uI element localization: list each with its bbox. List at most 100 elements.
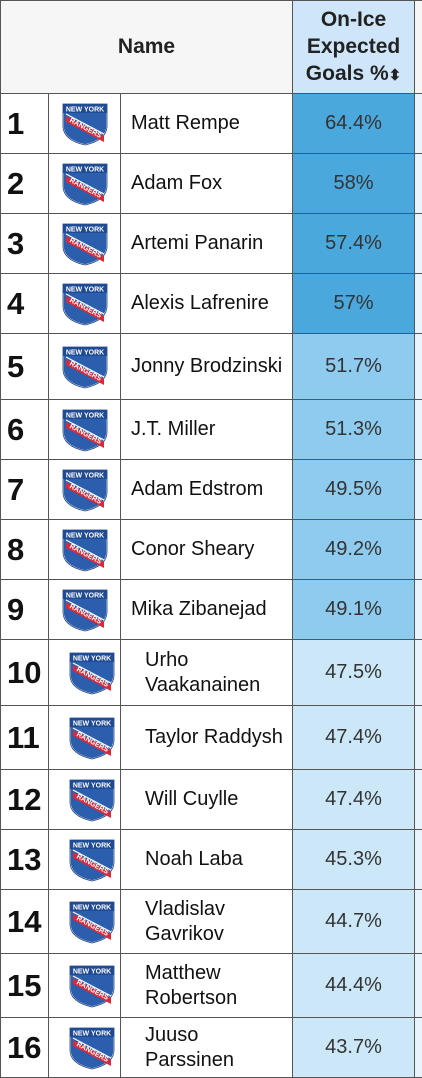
next-column-cell	[415, 334, 422, 400]
rank-cell: 14	[1, 890, 49, 954]
logo-top-text: NEW YORK	[65, 286, 103, 293]
xg-percent-column-header[interactable]: On-Ice Expected Goals %⬍	[293, 1, 415, 94]
name-column-header[interactable]: Name	[1, 1, 293, 94]
rank-cell: 15	[1, 954, 49, 1018]
next-column-cell	[415, 830, 422, 890]
player-name-cell[interactable]: Taylor Raddysh	[121, 706, 293, 770]
name-header-label: Name	[118, 35, 175, 58]
rank-cell: 9	[1, 580, 49, 640]
rank-cell: 4	[1, 274, 49, 334]
xg-percent-cell: 64.4%	[293, 94, 415, 154]
xg-percent-cell: 47.4%	[293, 770, 415, 830]
rank-cell: 11	[1, 706, 49, 770]
next-column-cell	[415, 954, 422, 1018]
logo-top-text: NEW YORK	[72, 655, 110, 662]
logo-top-text: NEW YORK	[72, 842, 110, 849]
player-name-cell[interactable]: Juuso Parssinen	[121, 1018, 293, 1078]
rank-cell: 12	[1, 770, 49, 830]
next-column-header[interactable]	[415, 1, 422, 94]
player-name-cell[interactable]: Noah Laba	[121, 830, 293, 890]
header-row: Name On-Ice Expected Goals %⬍	[1, 1, 422, 94]
xg-percent-cell: 45.3%	[293, 830, 415, 890]
logo-top-text: NEW YORK	[72, 720, 110, 727]
rank-cell: 1	[1, 94, 49, 154]
next-column-cell	[415, 94, 422, 154]
rank-cell: 5	[1, 334, 49, 400]
logo-top-text: NEW YORK	[65, 532, 103, 539]
player-name-cell[interactable]: Matt Rempe	[121, 94, 293, 154]
player-name-cell[interactable]: Vladislav Gavrikov	[121, 890, 293, 954]
rank-cell: 7	[1, 460, 49, 520]
next-column-cell	[415, 706, 422, 770]
next-column-cell	[415, 640, 422, 706]
logo-top-text: NEW YORK	[65, 472, 103, 479]
player-name-cell[interactable]: Will Cuylle	[121, 770, 293, 830]
rank-cell: 16	[1, 1018, 49, 1078]
next-column-cell	[415, 890, 422, 954]
logo-top-text: NEW YORK	[65, 412, 103, 419]
player-name-cell[interactable]: Jonny Brodzinski	[121, 334, 293, 400]
logo-top-text: NEW YORK	[72, 968, 110, 975]
player-name-cell[interactable]: Matthew Robertson	[121, 954, 293, 1018]
logo-top-text: NEW YORK	[65, 166, 103, 173]
xg-percent-cell: 51.3%	[293, 400, 415, 460]
logo-top-text: NEW YORK	[65, 226, 103, 233]
player-name-cell[interactable]: Mika Zibanejad	[121, 580, 293, 640]
player-name-cell[interactable]: Alexis Lafrenire	[121, 274, 293, 334]
player-name-cell[interactable]: J.T. Miller	[121, 400, 293, 460]
next-column-cell	[415, 274, 422, 334]
rank-cell: 6	[1, 400, 49, 460]
player-name-cell[interactable]: Adam Edstrom	[121, 460, 293, 520]
player-name-cell[interactable]: Conor Sheary	[121, 520, 293, 580]
next-column-cell	[415, 154, 422, 214]
sort-icon[interactable]: ⬍	[389, 67, 402, 84]
player-name-cell[interactable]: Adam Fox	[121, 154, 293, 214]
rank-cell: 2	[1, 154, 49, 214]
logo-top-text: NEW YORK	[72, 904, 110, 911]
logo-top-text: NEW YORK	[72, 782, 110, 789]
xg-percent-cell: 47.4%	[293, 706, 415, 770]
xg-percent-cell: 44.4%	[293, 954, 415, 1018]
player-name-cell[interactable]: Artemi Panarin	[121, 214, 293, 274]
player-name-cell[interactable]: Urho Vaakanainen	[121, 640, 293, 706]
metric-header-line3: Goals %	[306, 62, 389, 85]
logo-top-text: NEW YORK	[65, 349, 103, 356]
next-column-cell	[415, 1018, 422, 1078]
